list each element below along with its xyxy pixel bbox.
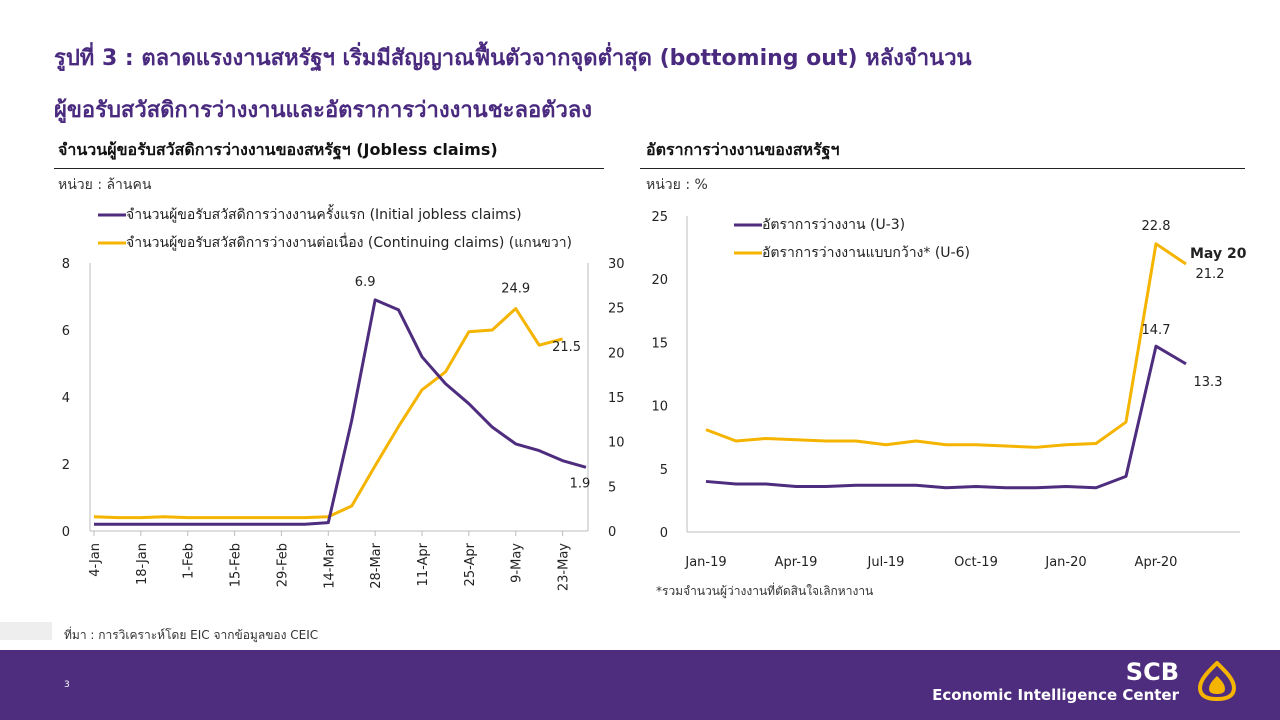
x-tick-label: Apr-20 <box>1135 555 1178 570</box>
footer-bar <box>0 650 1280 720</box>
brand-name: SCB <box>1125 658 1179 686</box>
x-tick-label: Oct-19 <box>954 555 998 570</box>
y-tick-label: 15 <box>651 336 668 351</box>
initial-claims-line <box>94 298 587 526</box>
x-tick-label: 9-May <box>510 543 525 583</box>
y-right-tick-label: 30 <box>608 257 625 272</box>
x-tick-label: 11-Apr <box>416 542 431 586</box>
y-right-tick-label: 15 <box>608 391 625 406</box>
page-number: 3 <box>64 680 70 690</box>
right-title-rule <box>640 168 1245 169</box>
page-title-line-1: รูปที่ 3 : ตลาดแรงงานสหรัฐฯ เริ่มมีสัญญา… <box>54 46 972 71</box>
x-tick-label: Jan-20 <box>1044 555 1086 570</box>
x-tick-label: 14-Mar <box>322 542 337 588</box>
y-right-tick-label: 0 <box>608 525 616 540</box>
period-label: May 20 <box>1190 246 1247 262</box>
brand-subtitle: Economic Intelligence Center <box>932 686 1179 704</box>
source-marker <box>0 622 52 640</box>
page-title-line-2: ผู้ขอรับสวัสดิการว่างงานและอัตราการว่างง… <box>54 98 593 123</box>
legend-label: จำนวนผู้ขอรับสวัสดิการว่างงานต่อเนื่อง (… <box>126 233 572 251</box>
data-label: 24.9 <box>501 282 530 297</box>
y-tick-label: 5 <box>660 463 668 478</box>
legend-label: อัตราการว่างงานแบบกว้าง* (U-6) <box>762 245 970 261</box>
x-tick-label: 4-Jan <box>88 543 103 577</box>
x-tick-label: 28-Mar <box>369 542 384 588</box>
data-label: 21.2 <box>1196 267 1225 282</box>
unemployment-rate-chart: 0 5 10 15 20 25 Jan-19 Apr-19 Jul-19 Oct-19 Jan-20… <box>651 210 1246 570</box>
right-chart-unit: หน่วย : % <box>646 177 708 193</box>
x-tick-label: Jan-19 <box>684 555 726 570</box>
y-left-tick-label: 0 <box>62 525 70 540</box>
data-label: 13.3 <box>1194 375 1223 390</box>
left-chart-unit: หน่วย : ล้านคน <box>58 177 152 193</box>
scb-logo-icon <box>1198 661 1236 701</box>
u6-line <box>705 242 1187 449</box>
y-left-tick-label: 2 <box>62 458 70 473</box>
right-chart-footnote: *รวมจำนวนผู้ว่างงานที่ตัดสินใจเลิกหางาน <box>656 584 874 598</box>
y-tick-label: 10 <box>651 400 668 415</box>
y-left-tick-label: 6 <box>62 324 70 339</box>
data-label: 1.9 <box>570 476 591 491</box>
y-right-tick-label: 20 <box>608 346 625 361</box>
x-tick-label: Jul-19 <box>867 555 905 570</box>
data-label: 14.7 <box>1142 323 1171 338</box>
y-tick-label: 0 <box>660 526 668 541</box>
y-tick-label: 20 <box>651 273 668 288</box>
y-right-tick-label: 10 <box>608 436 625 451</box>
data-label: 6.9 <box>355 275 376 290</box>
y-right-tick-label: 5 <box>608 480 616 495</box>
legend-label: อัตราการว่างงาน (U-3) <box>762 217 905 233</box>
y-right-tick-label: 25 <box>608 302 625 317</box>
y-left-tick-label: 4 <box>62 391 70 406</box>
continuing-claims-line <box>93 307 563 520</box>
x-tick-label: 25-Apr <box>463 542 478 586</box>
legend-label: จำนวนผู้ขอรับสวัสดิการว่างงานครั้งแรก (I… <box>126 204 522 223</box>
left-chart-title: จำนวนผู้ขอรับสวัสดิการว่างงานของสหรัฐฯ (… <box>58 140 498 159</box>
right-chart-title: อัตราการว่างงานของสหรัฐฯ <box>646 140 840 159</box>
y-left-tick-label: 8 <box>62 257 70 272</box>
x-tick-label: 23-May <box>557 543 572 591</box>
x-tick-label: 1-Feb <box>182 543 197 579</box>
y-tick-label: 25 <box>651 210 668 225</box>
source-note: ที่มา : การวิเคราะห์โดย EIC จากข้อมูลของ… <box>64 628 319 642</box>
u3-line <box>705 344 1187 490</box>
data-label: 22.8 <box>1142 219 1171 234</box>
left-title-rule <box>54 168 604 169</box>
x-tick-label: Apr-19 <box>775 555 818 570</box>
x-tick-label: 29-Feb <box>275 543 290 587</box>
x-tick-label: 15-Feb <box>229 543 244 587</box>
x-tick-label: 18-Jan <box>135 543 150 585</box>
data-label: 21.5 <box>552 340 581 355</box>
jobless-claims-chart: 0 2 4 6 8 0 5 10 15 20 25 30 4-Jan 18-Jan 1-Feb 15-Feb 2… <box>62 204 625 591</box>
